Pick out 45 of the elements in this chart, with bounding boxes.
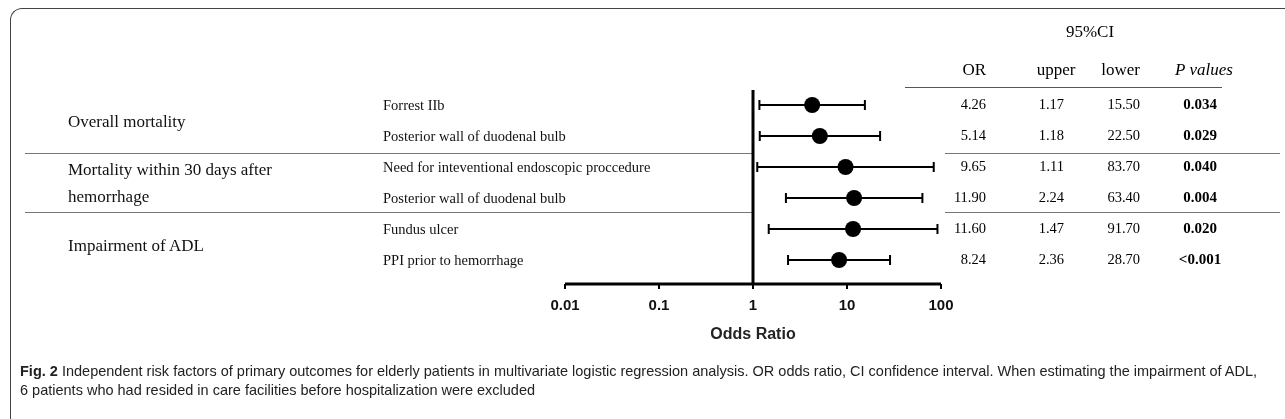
text: 9.65 <box>960 158 986 175</box>
x-tick-label: 10 <box>838 295 856 313</box>
x-tick-label: 1 <box>748 295 758 313</box>
text: 1.18 <box>1038 127 1064 144</box>
text: 11.60 <box>953 220 986 237</box>
text: 2.36 <box>1038 251 1064 268</box>
text: 22.50 <box>1107 127 1140 144</box>
text: 15.50 <box>1107 96 1140 113</box>
text: Impairment of ADL <box>68 234 205 257</box>
text: upper <box>1036 60 1076 80</box>
text: 5.14 <box>960 127 986 144</box>
text: 0.020 <box>1183 220 1217 237</box>
x-axis-title: Odds Ratio <box>710 325 796 343</box>
text: 95%CI <box>1065 22 1115 42</box>
text: 0.040 <box>1183 158 1217 175</box>
text: Mortality within 30 days after hemorrhage <box>68 158 273 208</box>
text: 1.47 <box>1038 220 1064 237</box>
y-tick-label: Posterior wall of duodenal bulb <box>383 190 566 206</box>
y-tick-label: Posterior wall of duodenal bulb <box>383 128 566 144</box>
y-tick-label: PPI prior to hemorrhage <box>383 252 524 268</box>
text: 0.004 <box>1183 189 1217 206</box>
text: lower <box>1101 60 1140 80</box>
text: 1.17 <box>1038 96 1064 113</box>
y-tick-label: Fundus ulcer <box>383 221 459 237</box>
text: 4.26 <box>960 96 986 113</box>
text: 2.24 <box>1038 189 1064 206</box>
text: 0.029 <box>1183 127 1217 144</box>
text: 83.70 <box>1107 158 1140 175</box>
x-tick-label: 0.01 <box>550 295 580 313</box>
y-tick-label: Need for inteventional endoscopic proccedure <box>383 159 651 175</box>
text: <0.001 <box>1178 251 1222 268</box>
x-tick-label: 100 <box>928 295 954 313</box>
text: 63.40 <box>1107 189 1140 206</box>
y-tick-label: Forrest IIb <box>383 97 445 113</box>
text: 0.034 <box>1183 96 1217 113</box>
text: OR <box>962 60 986 80</box>
text: 91.70 <box>1107 220 1140 237</box>
caption: Fig. 2 <box>20 363 58 379</box>
text: P values <box>1175 60 1233 80</box>
x-tick-label: 0.1 <box>648 295 670 313</box>
text: 11.90 <box>953 189 986 206</box>
text: 28.70 <box>1107 251 1140 268</box>
text: 1.11 <box>1039 158 1064 175</box>
text: 8.24 <box>960 251 986 268</box>
text: Overall mortality <box>68 110 187 133</box>
